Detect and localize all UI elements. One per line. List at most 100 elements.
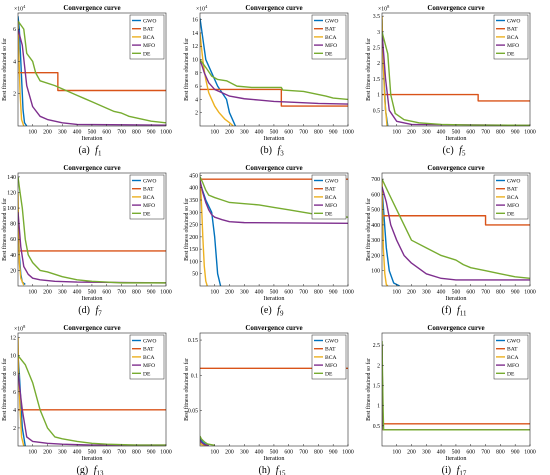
chart-5-caption-label: (f)	[441, 305, 454, 316]
chart-3-xtick-label-8: 900	[147, 290, 156, 296]
chart-3: 100 200 300 400 500 600 700 800 900 1000 20 40 60 80 1…	[1, 164, 172, 318]
chart-5: 100 200 300 400 500 600 700 800 900 1000 100 200 300…	[365, 164, 536, 318]
chart-7-ytick-label-2: 0.15	[188, 338, 198, 344]
chart-0-legend-label-bat: BAT	[143, 27, 154, 33]
chart-7-caption-sub: 15	[278, 470, 286, 475]
chart-2-xtick-label-9: 1000	[524, 130, 536, 136]
chart-5-xtick-label-2: 300	[422, 290, 431, 296]
chart-5-ylabel: Best fitness obtained so far	[365, 198, 372, 261]
chart-8-legend-label-de: DE	[507, 371, 515, 377]
chart-7-xtick-label-7: 800	[314, 450, 323, 456]
chart-5-legend-label-de: DE	[507, 211, 515, 217]
chart-6-xtick-label-3: 400	[73, 450, 82, 456]
chart-3-xlabel: Iteration	[82, 295, 103, 302]
chart-7-title: Convergence curve	[245, 324, 302, 332]
chart-4-ytick-label-5: 300	[189, 210, 198, 216]
chart-1: 100 200 300 400 500 600 700 800 900 1000 2 4 6 8 10 12 1…	[183, 4, 354, 158]
chart-3-xtick-label-3: 400	[73, 290, 82, 296]
chart-1-exponent: ×104	[196, 4, 208, 13]
chart-3-caption-label: (d)	[78, 305, 92, 316]
chart-0-xtick-label-4: 500	[88, 130, 97, 136]
chart-4-ytick-label-7: 400	[189, 186, 198, 192]
chart-5-xlabel: Iteration	[446, 295, 467, 302]
chart-5-xtick-label-4: 500	[452, 290, 461, 296]
chart-4-ytick-label-8: 450	[189, 173, 198, 179]
chart-5-xtick-label-9: 1000	[524, 290, 536, 296]
chart-5-xtick-label-7: 800	[496, 290, 505, 296]
chart-4-caption-func: f	[277, 305, 281, 316]
chart-5-ytick-label-4: 500	[371, 208, 380, 214]
chart-2-legend-label-mfo: MFO	[507, 43, 519, 49]
chart-1-xtick-label-8: 900	[329, 130, 338, 136]
chart-8-xtick-label-7: 800	[496, 450, 505, 456]
chart-2-ytick-label-6: 3.5	[373, 14, 380, 20]
chart-7-line-mfo	[200, 439, 209, 446]
chart-3-ytick-label-0: 20	[10, 268, 16, 274]
chart-1-ytick-label-7: 16	[192, 18, 198, 24]
chart-2-legend-label-bat: BAT	[507, 27, 518, 33]
chart-5-legend-label-bca: BCA	[507, 195, 519, 201]
chart-8-ytick-label-3: 2	[377, 363, 380, 369]
chart-3-xtick-label-0: 100	[28, 290, 37, 296]
chart-3-title: Convergence curve	[63, 164, 120, 172]
chart-2-exponent: ×108	[378, 4, 390, 13]
chart-4-ytick-label-6: 350	[189, 198, 198, 204]
chart-6-legend-label-bca: BCA	[143, 355, 155, 361]
chart-4-legend-label-de: DE	[325, 211, 333, 217]
chart-7-legend-label-bat: BAT	[325, 347, 336, 353]
chart-7-ylabel: Best fitness obtained so far	[183, 358, 190, 421]
chart-6-xtick-label-0: 100	[28, 450, 37, 456]
chart-6-ytick-label-3: 8	[13, 372, 16, 378]
chart-5-ytick-label-6: 700	[371, 177, 380, 183]
chart-3-legend-label-mfo: MFO	[143, 203, 155, 209]
chart-2-xtick-label-3: 400	[437, 130, 446, 136]
chart-1-xtick-label-2: 300	[240, 130, 249, 136]
chart-1-line-mfo	[200, 59, 348, 105]
chart-3-ytick-label-1: 40	[10, 253, 16, 259]
chart-0-legend-label-mfo: MFO	[143, 43, 155, 49]
chart-1-xtick-label-9: 1000	[342, 130, 354, 136]
chart-7-caption-label: (h)	[259, 465, 273, 475]
chart-5-title: Convergence curve	[427, 164, 484, 172]
chart-1-line-gwo	[200, 18, 237, 126]
chart-6-legend-label-bat: BAT	[143, 347, 154, 353]
chart-2-xtick-label-8: 900	[511, 130, 520, 136]
chart-2-legend-label-de: DE	[507, 51, 515, 57]
chart-6-xtick-label-6: 700	[117, 450, 126, 456]
chart-5-ytick-label-0: 100	[371, 269, 380, 275]
chart-3-line-mfo	[18, 211, 166, 284]
chart-4-line-bca	[200, 177, 208, 286]
chart-5-line-bat	[382, 215, 530, 226]
chart-0-caption-label: (a)	[79, 145, 93, 156]
chart-0-caption: (a) f1	[79, 145, 102, 158]
chart-0-ytick-label-0: 2	[13, 92, 16, 98]
chart-6-caption: (g) f13	[77, 465, 104, 475]
chart-8-xtick-label-9: 1000	[524, 450, 536, 456]
chart-7-xtick-label-1: 200	[225, 450, 234, 456]
chart-0-line-gwo	[18, 16, 28, 126]
chart-4-xtick-label-1: 200	[225, 290, 234, 296]
chart-6-legend-label-mfo: MFO	[143, 363, 155, 369]
chart-7-xlabel: Iteration	[264, 455, 285, 462]
chart-1-ytick-label-5: 12	[192, 44, 198, 50]
chart-2-xtick-label-5: 600	[466, 130, 475, 136]
chart-7-legend-label-gwo: GWO	[325, 339, 338, 345]
chart-8-xtick-label-4: 500	[452, 450, 461, 456]
chart-2-xtick-label-2: 300	[422, 130, 431, 136]
chart-5-line-bca	[382, 179, 389, 286]
chart-5-xtick-label-3: 400	[437, 290, 446, 296]
chart-3-caption: (d) f7	[78, 305, 102, 318]
chart-0-exponent-base: ×10	[14, 7, 23, 13]
chart-8-xtick-label-0: 100	[392, 450, 401, 456]
chart-2-ylabel: Best fitness obtained so far	[365, 38, 372, 101]
chart-0-line-mfo	[18, 28, 166, 126]
chart-1-ytick-label-4: 10	[192, 58, 198, 64]
chart-7-xtick-label-2: 300	[240, 450, 249, 456]
chart-6-xtick-label-4: 500	[88, 450, 97, 456]
chart-4-title: Convergence curve	[245, 164, 302, 172]
chart-8-ytick-label-4: 2.5	[373, 343, 380, 349]
chart-3-xtick-label-5: 600	[102, 290, 111, 296]
chart-8-caption-label: (i)	[442, 465, 454, 475]
chart-2-xlabel: Iteration	[446, 135, 467, 142]
